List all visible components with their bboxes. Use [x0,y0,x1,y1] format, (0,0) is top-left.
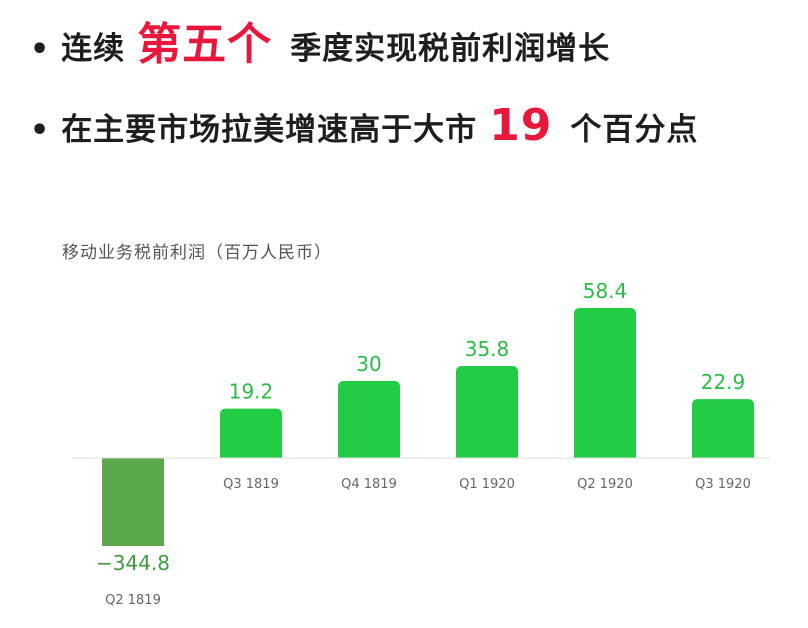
value-label-q1-1920: 35.8 [465,337,510,361]
bar-q3-1819 [220,408,282,458]
value-label-q4-1819: 30 [356,352,381,376]
bar-q4-1819 [338,380,400,458]
value-label-q2-1920: 58.4 [583,279,628,303]
headline-line-1: • 连续 第五个 季度实现税前利润增长 [30,8,610,72]
tick-label-q1-1920: Q1 1920 [459,477,515,492]
bar-q2-1819 [102,458,164,546]
headline-1-text-after: 季度实现税前利润增长 [290,31,611,67]
chart-title: 移动业务税前利润（百万人民币） [62,243,332,263]
bullet-dot: • [30,113,50,148]
bars-layer: −344.8 Q2 1819 19.2 Q3 1819 30 Q4 1819 35.8 Q1 … [96,279,754,608]
tick-label-q4-1819: Q4 1819 [341,477,397,492]
headline-2-text-before: 在主要市场拉美增速高于大市 [61,112,478,148]
value-label-q3-1920: 22.9 [701,370,746,394]
tick-label-q3-1819: Q3 1819 [223,477,279,492]
headline-2-highlight: 19 [489,100,553,151]
headline-2-text-after: 个百分点 [570,112,699,148]
bar-q1-1920 [456,366,518,458]
headline-1-highlight: 第五个 [137,19,273,70]
headline-line-2: • 在主要市场拉美增速高于大市 19 个百分点 [30,100,698,151]
value-label-q2-1819: −344.8 [96,551,170,575]
tick-label-q2-1920: Q2 1920 [577,477,633,492]
bar-q3-1920 [692,399,754,458]
bar-q2-1920 [574,308,636,458]
tick-label-q3-1920: Q3 1920 [695,477,751,492]
tick-label-q2-1819: Q2 1819 [105,593,161,608]
bullet-dot: • [30,32,50,67]
headline-1-text-before: 连续 [61,31,126,67]
value-label-q3-1819: 19.2 [229,380,274,404]
